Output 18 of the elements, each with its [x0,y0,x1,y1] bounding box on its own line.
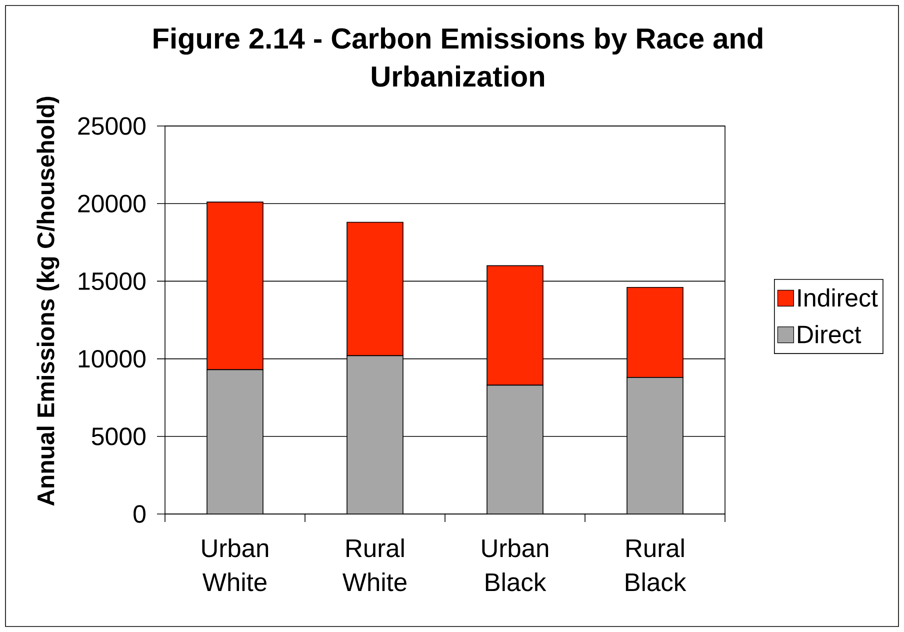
bar [206,369,264,514]
y-tick-label: 25000 [78,117,146,135]
x-tick-label: Urban White [202,538,268,592]
bar [486,384,544,514]
bar [346,355,404,514]
y-tick-label: 5000 [92,428,146,446]
y-tick-label: 20000 [78,194,146,212]
chart-title: Figure 2.14 - Carbon Emissions by Race and Urbanization [154,28,762,87]
legend-label: Direct [798,324,862,344]
legend-label: Indirect [798,288,878,307]
x-tick-label: Rural Black [626,538,686,592]
y-axis-title: Annual Emissions (kg C/household) [36,96,60,506]
y-tick-label: 0 [134,505,146,523]
x-tick-label: Urban Black [482,538,548,592]
y-tick-label: 15000 [78,272,146,290]
x-tick-label: Rural White [342,538,406,592]
bar [626,377,684,514]
y-tick-label: 10000 [78,350,146,368]
